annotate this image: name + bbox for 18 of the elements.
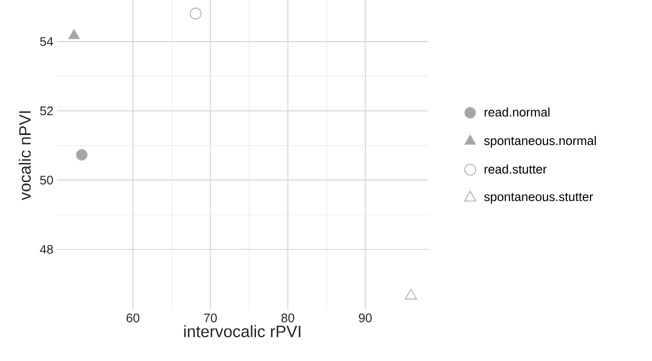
legend-label: read.normal bbox=[484, 107, 550, 117]
x-tick-label: 60 bbox=[126, 314, 140, 322]
x-tick-label: 80 bbox=[281, 314, 294, 322]
x-tick-label: 90 bbox=[358, 314, 372, 322]
legend-label: spontaneous.normal bbox=[484, 136, 596, 148]
y-axis-title: vocalic nPVI bbox=[18, 111, 31, 200]
legend-label: read.stutter bbox=[484, 164, 547, 174]
point bbox=[68, 28, 80, 40]
y-tick-label: 50 bbox=[40, 176, 53, 185]
point bbox=[76, 149, 88, 161]
point bbox=[190, 8, 202, 20]
y-tick-label: 54 bbox=[40, 37, 54, 46]
y-tick-label: 52 bbox=[40, 106, 53, 116]
x-axis-title: intervocalic rPVI bbox=[184, 325, 300, 338]
x-tick-label: 70 bbox=[204, 314, 217, 322]
point bbox=[404, 288, 417, 300]
legend-label: spontaneous.stutter bbox=[484, 192, 594, 204]
y-tick-label: 48 bbox=[40, 244, 53, 254]
